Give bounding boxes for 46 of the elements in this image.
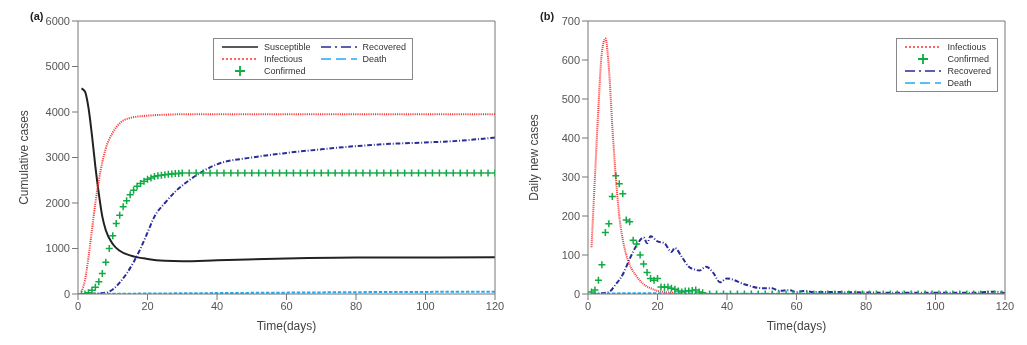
y-tick-label: 300 (561, 170, 580, 183)
legend-label: Death (947, 78, 972, 88)
y-tick-label: 4000 (45, 105, 70, 118)
x-tick-label: 80 (859, 299, 873, 312)
chart-title: (a) (30, 10, 44, 22)
x-tick-label: 20 (651, 299, 664, 312)
legend-label: Recovered (947, 66, 991, 76)
line-series (80, 87, 495, 263)
legend-label: Death (362, 54, 387, 64)
x-tick-label: 40 (720, 299, 734, 312)
y-tick-label: 1000 (45, 242, 70, 255)
x-tick-label: 100 (926, 299, 945, 312)
y-axis-title: Daily new cases (527, 114, 542, 201)
line-series (590, 37, 676, 294)
x-tick-label: 80 (349, 299, 363, 312)
x-tick-label: 0 (74, 299, 82, 312)
x-tick-label: 40 (210, 299, 224, 312)
x-axis-title: Time(days) (256, 319, 317, 333)
legend-label: Susceptible (264, 42, 311, 52)
y-tick-label: 200 (561, 209, 580, 222)
x-tick-label: 120 (485, 299, 505, 312)
x-tick-label: 0 (584, 299, 592, 312)
y-tick-label: 100 (561, 248, 580, 261)
legend-label: Confirmed (264, 66, 306, 76)
y-tick-label: 500 (561, 92, 580, 105)
legend-label: Infectious (264, 54, 303, 64)
legend-label: Infectious (947, 42, 986, 52)
y-tick-label: 0 (573, 287, 580, 300)
y-tick-label: 6000 (45, 14, 70, 27)
x-tick-label: 120 (995, 299, 1015, 312)
y-axis-title: Cumulative cases (17, 110, 32, 205)
y-tick-label: 0 (63, 287, 70, 300)
x-tick-label: 100 (416, 299, 435, 312)
y-tick-label: 2000 (45, 196, 70, 209)
x-tick-label: 60 (790, 299, 803, 312)
y-tick-label: 600 (561, 53, 580, 66)
x-tick-label: 20 (141, 299, 154, 312)
chart-title: (b) (540, 10, 555, 22)
y-tick-label: 700 (561, 14, 580, 27)
y-tick-label: 3000 (45, 151, 70, 164)
y-tick-label: 400 (561, 131, 580, 144)
y-tick-label: 5000 (45, 60, 70, 73)
legend-label: Confirmed (947, 54, 989, 64)
x-tick-label: 60 (280, 299, 293, 312)
legend-label: Recovered (362, 42, 407, 52)
x-axis-title: Time(days) (766, 319, 827, 333)
